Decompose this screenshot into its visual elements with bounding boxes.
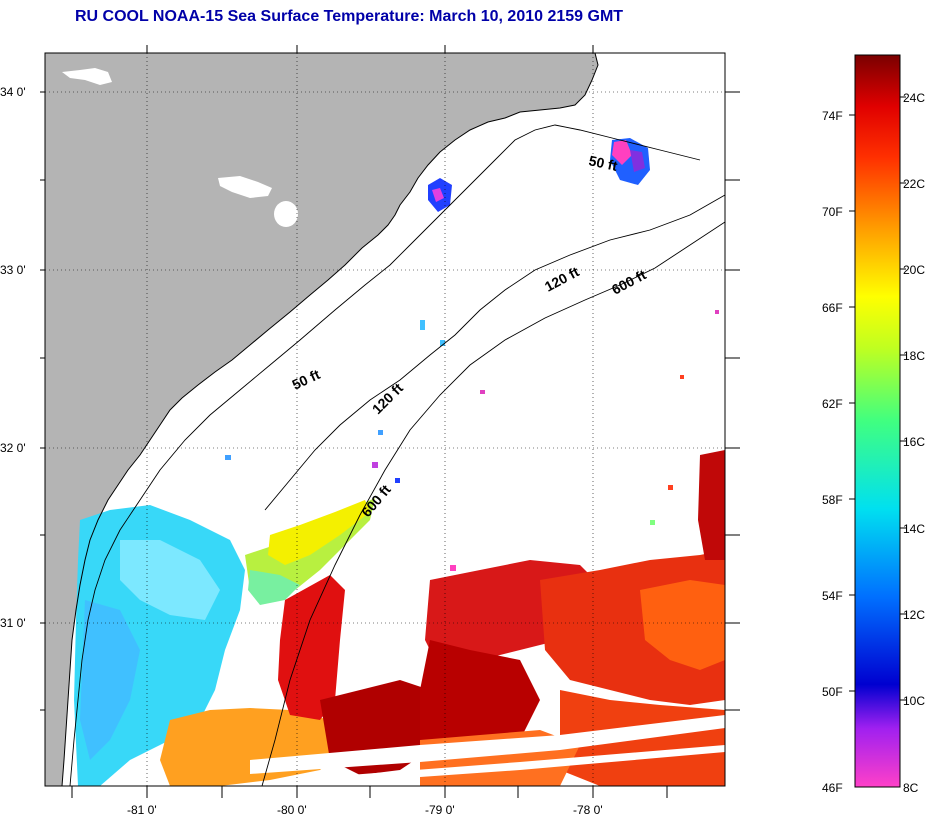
lon-label-78: -78 0' — [573, 803, 603, 817]
map-title: RU COOL NOAA-15 Sea Surface Temperature:… — [75, 8, 624, 25]
contour-label-50ft-a: 50 ft — [587, 152, 619, 174]
cb-c-14: 14C — [903, 522, 925, 536]
cb-c-20: 20C — [903, 263, 925, 277]
cb-f-62: 62F — [822, 397, 843, 411]
map-border — [44, 52, 726, 787]
inland-lake — [395, 228, 420, 255]
cb-f-74: 74F — [822, 109, 843, 123]
inland-lake — [274, 201, 298, 227]
colorbar — [854, 54, 901, 788]
lat-label-32: 32 0' — [0, 441, 26, 455]
lat-label-33: 33 0' — [0, 263, 26, 277]
cb-c-12: 12C — [903, 608, 925, 622]
cb-c-10: 10C — [903, 694, 925, 708]
cb-f-70: 70F — [822, 205, 843, 219]
cb-f-58: 58F — [822, 493, 843, 507]
lon-label-80: -80 0' — [277, 803, 307, 817]
colorbar-ticks — [849, 96, 906, 701]
contour-50ft — [69, 124, 701, 786]
bathymetry-contours — [69, 124, 725, 786]
lat-lon-grid — [45, 53, 725, 786]
coastline — [61, 53, 599, 786]
lat-label-31: 31 0' — [0, 616, 26, 630]
cb-f-66: 66F — [822, 301, 843, 315]
cb-f-54: 54F — [822, 589, 843, 603]
lon-label-81: -81 0' — [127, 803, 157, 817]
cb-c-16: 16C — [903, 435, 925, 449]
sst-data — [74, 138, 725, 786]
cb-c-24: 24C — [903, 91, 925, 105]
cb-c-22: 22C — [903, 177, 925, 191]
cb-f-50: 50F — [822, 685, 843, 699]
contour-120ft — [264, 194, 725, 511]
lon-label-79: -79 0' — [425, 803, 455, 817]
cb-c-8: 8C — [903, 781, 919, 795]
axis-ticks — [40, 45, 740, 798]
inland-lake — [218, 176, 272, 198]
contour-600ft — [261, 221, 725, 786]
cb-c-18: 18C — [903, 349, 925, 363]
lat-label-34: 34 0' — [0, 85, 26, 99]
inland-lake — [62, 68, 112, 85]
land-mass — [45, 53, 598, 786]
cb-f-46: 46F — [822, 781, 843, 795]
